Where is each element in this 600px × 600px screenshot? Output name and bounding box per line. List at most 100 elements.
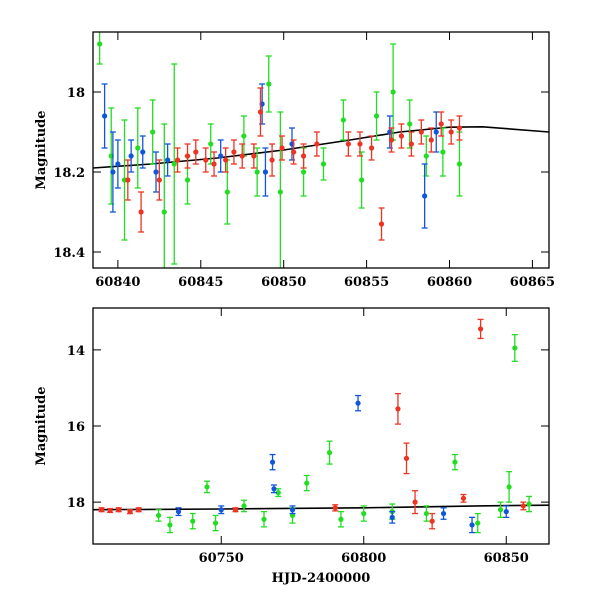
y-tick-label: 18.2 xyxy=(53,166,85,181)
y-tick-label: 18.4 xyxy=(53,246,85,261)
marker xyxy=(261,516,267,522)
green-data-point xyxy=(204,480,210,494)
marker xyxy=(115,161,121,167)
x-tick-label: 60750 xyxy=(199,551,244,566)
marker xyxy=(171,161,177,167)
marker xyxy=(526,501,532,507)
red-data-point xyxy=(250,143,257,169)
marker xyxy=(208,141,214,147)
marker xyxy=(218,153,224,159)
blue-data-point xyxy=(503,505,510,519)
marker xyxy=(497,507,504,513)
red-data-point xyxy=(124,159,131,201)
marker xyxy=(156,177,162,183)
red-data-point xyxy=(230,139,237,165)
blue-data-point xyxy=(114,139,121,189)
green-data-point xyxy=(506,471,513,503)
marker xyxy=(433,129,439,135)
marker xyxy=(412,499,418,505)
marker xyxy=(138,209,144,215)
green-data-point xyxy=(166,516,173,534)
red-data-point xyxy=(394,392,401,425)
marker xyxy=(254,169,260,175)
marker xyxy=(165,157,171,163)
y-tick-label: 14 xyxy=(67,344,85,359)
marker xyxy=(422,193,428,199)
marker xyxy=(257,109,264,115)
x-tick-label: 60845 xyxy=(178,275,223,290)
upper-plot-area xyxy=(93,32,549,268)
marker xyxy=(300,153,307,159)
marker xyxy=(212,520,219,526)
marker xyxy=(116,507,122,513)
blue-data-point xyxy=(139,135,146,169)
red-data-point xyxy=(115,507,122,513)
marker xyxy=(125,177,131,183)
green-data-point xyxy=(254,147,261,197)
y-tick-label: 16 xyxy=(67,420,85,435)
marker xyxy=(475,520,481,526)
upper-light-curve-panel: 60840 60845 60850 60855 60860 60865 18 18.2 18.4… xyxy=(34,31,555,290)
blue-data-point xyxy=(355,394,362,412)
marker xyxy=(512,345,518,351)
marker xyxy=(232,507,239,513)
marker xyxy=(520,503,526,509)
marker xyxy=(452,459,458,465)
blue-data-point xyxy=(421,163,428,229)
marker xyxy=(241,503,247,509)
marker xyxy=(204,484,210,490)
x-tick-label: 60850 xyxy=(484,551,529,566)
green-data-point xyxy=(96,32,103,65)
red-data-point xyxy=(428,127,435,153)
marker xyxy=(456,161,463,167)
blue-data-point xyxy=(109,131,116,213)
red-data-point xyxy=(279,135,286,161)
marker xyxy=(136,507,142,513)
upper-y-axis-label: Magnitude xyxy=(34,110,49,189)
marker xyxy=(428,137,434,143)
blue-data-point xyxy=(469,516,476,534)
green-data-point xyxy=(451,453,458,471)
red-data-point xyxy=(239,143,246,169)
marker xyxy=(423,153,429,159)
green-data-point xyxy=(497,501,504,519)
red-data-point xyxy=(418,119,425,145)
green-data-point xyxy=(337,510,344,528)
marker xyxy=(407,121,413,127)
marker xyxy=(150,129,156,135)
red-data-point xyxy=(192,139,199,165)
blue-data-point xyxy=(153,151,160,193)
x-tick-label: 60840 xyxy=(95,275,140,290)
marker xyxy=(506,484,512,490)
marker xyxy=(127,509,133,515)
red-data-point xyxy=(156,159,163,201)
green-data-point xyxy=(171,63,178,265)
marker xyxy=(218,507,224,513)
marker xyxy=(338,516,344,522)
marker xyxy=(408,141,414,147)
blue-data-point xyxy=(270,484,277,494)
marker xyxy=(193,149,199,155)
marker xyxy=(231,149,237,155)
red-data-point xyxy=(290,139,297,165)
green-data-point xyxy=(241,499,248,513)
marker xyxy=(110,169,116,175)
marker xyxy=(373,113,380,119)
green-data-point xyxy=(326,440,333,465)
marker xyxy=(418,129,424,135)
green-data-point xyxy=(390,43,397,141)
marker xyxy=(174,157,181,163)
green-data-point xyxy=(134,107,141,189)
red-data-point xyxy=(107,507,114,514)
red-data-point xyxy=(408,131,415,157)
marker xyxy=(266,81,272,87)
red-data-point xyxy=(477,318,484,340)
lower-axis-ticks: 60750 60800 60850 14 16 18 xyxy=(67,308,549,566)
marker xyxy=(97,41,103,47)
green-data-point xyxy=(511,333,518,362)
marker xyxy=(289,507,296,513)
red-data-point xyxy=(403,442,410,475)
marker xyxy=(128,153,134,159)
marker xyxy=(251,153,257,159)
marker xyxy=(440,149,446,155)
